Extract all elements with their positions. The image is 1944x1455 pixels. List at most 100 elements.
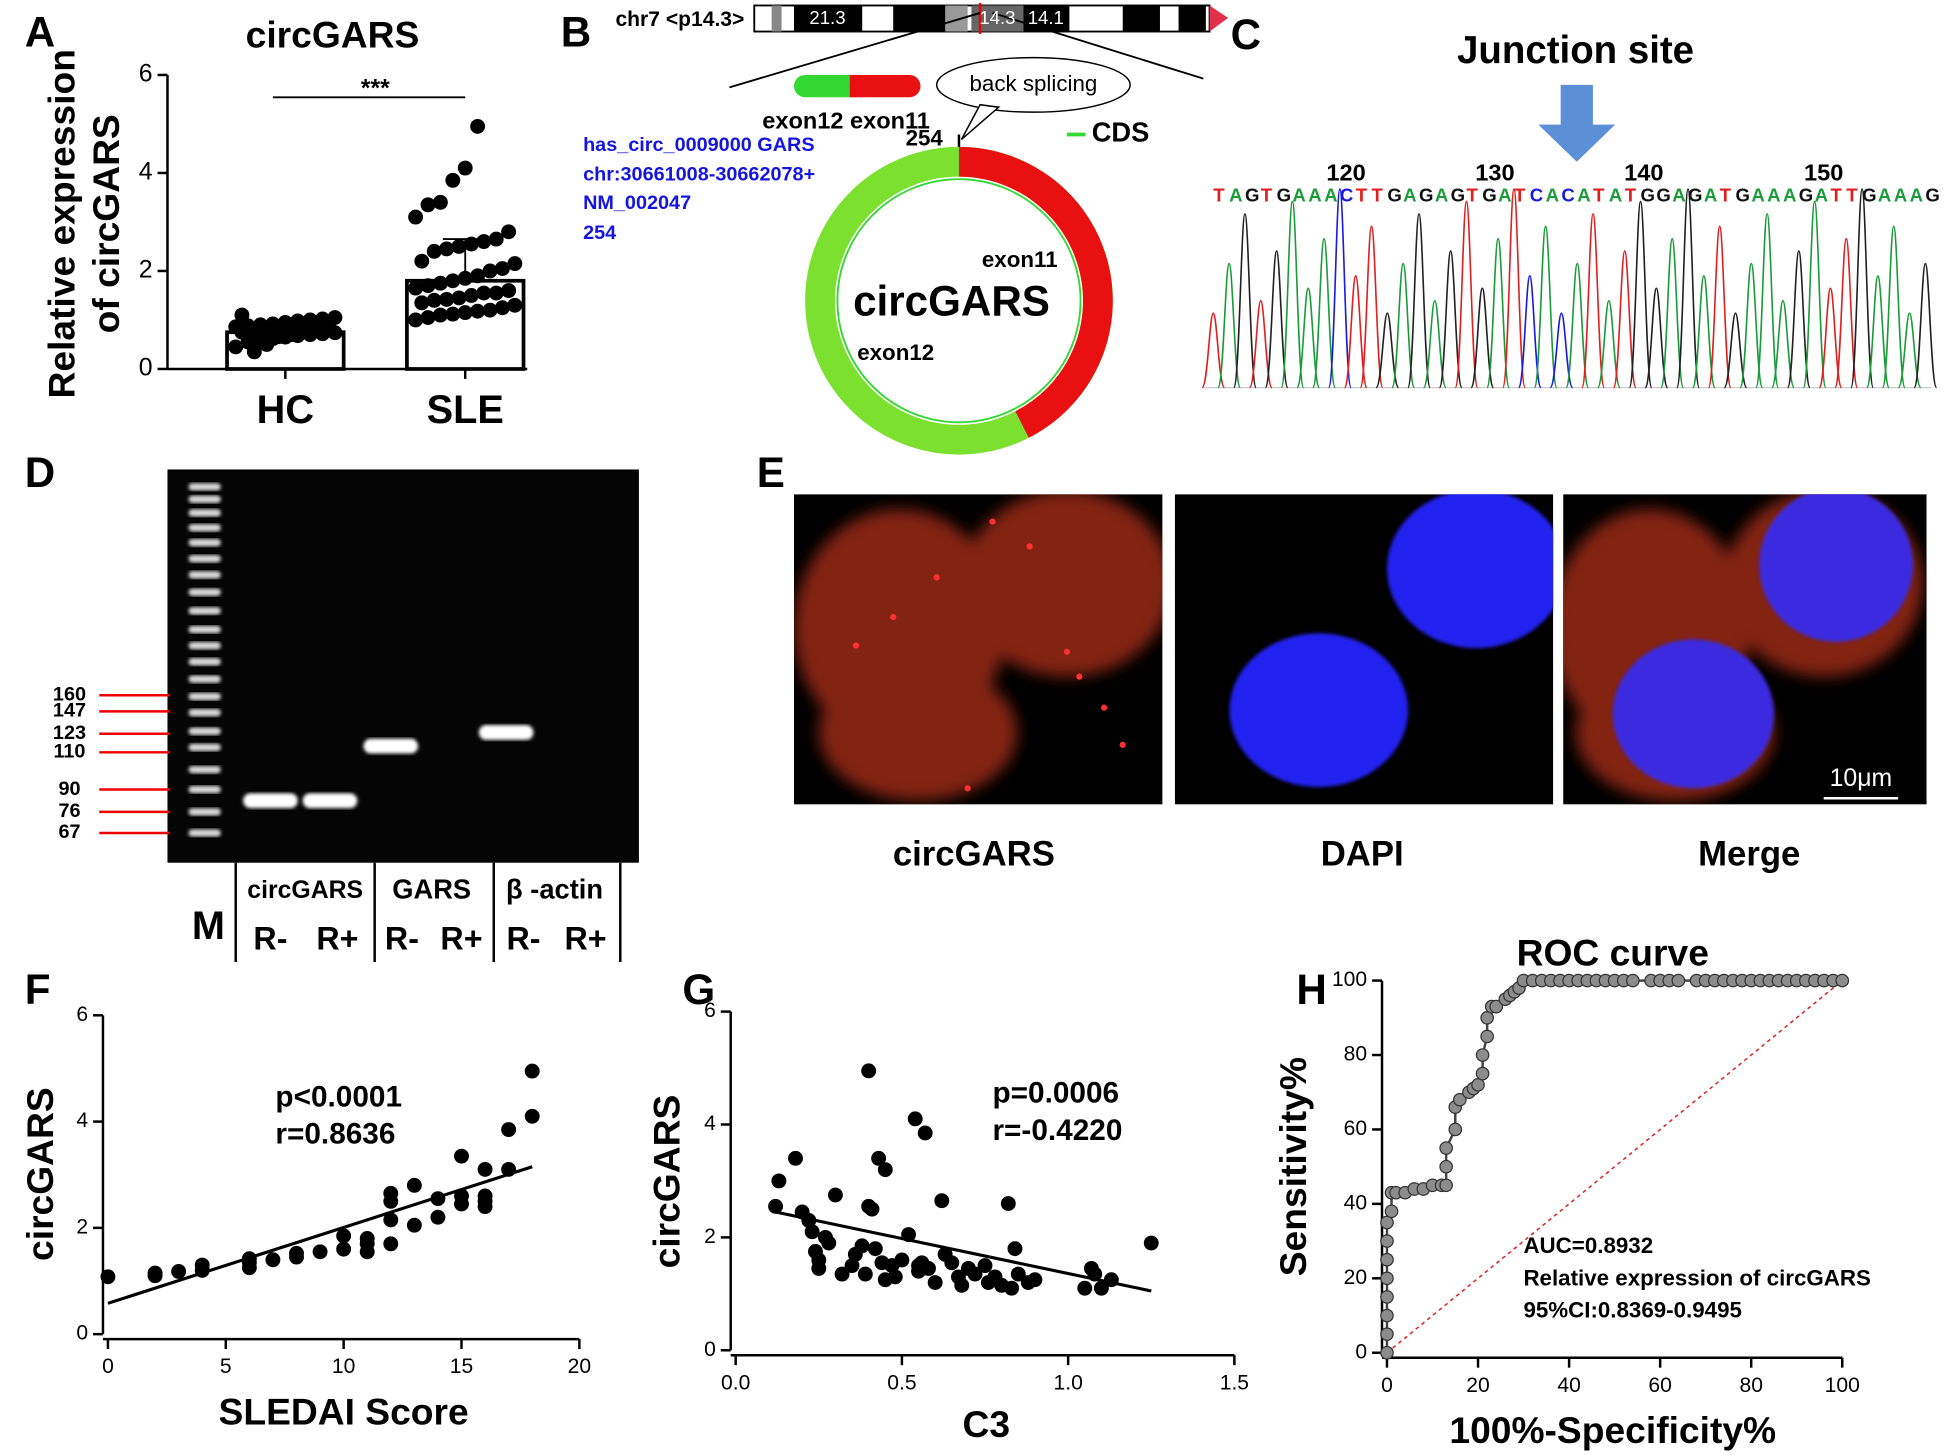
data-point (336, 1228, 352, 1244)
roc-point (1671, 973, 1686, 988)
annotation: r=0.8636 (275, 1118, 395, 1151)
data-point (768, 1198, 784, 1214)
ladder-band (188, 808, 221, 816)
peak (1312, 237, 1337, 389)
y-tick-label: 4 (704, 1112, 716, 1135)
dot (852, 642, 860, 649)
data-point (359, 1231, 375, 1246)
position-number: 150 (1804, 159, 1843, 185)
x-tick-label: 1.5 (1220, 1371, 1249, 1394)
micrograph-circgars (793, 494, 1163, 805)
data-point (477, 1188, 493, 1204)
data-point (944, 1255, 960, 1271)
chromosome-label: chr7 <p14.3> (615, 8, 744, 31)
data-point (445, 172, 461, 188)
peak (1438, 250, 1463, 389)
data-point (488, 231, 504, 247)
gel-dividers (234, 862, 622, 962)
ladder-band (188, 765, 221, 774)
y-tick-label: 6 (139, 60, 153, 87)
data-point (977, 1258, 993, 1274)
fit-line (775, 1210, 1152, 1293)
position-number: 120 (1326, 159, 1365, 185)
gel-image (167, 469, 639, 863)
ladder-band (188, 555, 221, 563)
panel-label: E (757, 449, 785, 496)
info-line: 254 (583, 222, 616, 244)
roc-point (1448, 1122, 1463, 1137)
data-point (1007, 1241, 1023, 1257)
data-point (414, 253, 430, 269)
data-point (867, 1241, 883, 1257)
exon-label: exon12 exon11 (762, 107, 930, 133)
ladder-band (188, 607, 221, 615)
data-point (454, 1148, 469, 1164)
x-tick-label: 20 (568, 1355, 591, 1378)
ladder-band (188, 641, 221, 650)
data-point (854, 1238, 870, 1254)
data-point (315, 311, 330, 327)
data-point (1004, 1280, 1020, 1296)
data-point (476, 234, 492, 250)
data-point (476, 285, 492, 301)
annotation: p<0.0001 (275, 1080, 402, 1113)
micrograph-merge (1563, 494, 1927, 805)
data-point (265, 1252, 281, 1268)
gel-group: β -actin (506, 873, 603, 904)
ladder-label: 160 (53, 683, 86, 705)
data-point (477, 1161, 493, 1177)
data-point (1027, 1272, 1043, 1288)
dot (1101, 704, 1108, 711)
image-caption: circGARS (893, 836, 1055, 874)
data-point (494, 300, 510, 316)
x-tick-label: 40 (1557, 1374, 1580, 1397)
y-tick-label: 2 (139, 257, 153, 284)
legend-label: CDS (1092, 117, 1150, 148)
panel-label: A (25, 8, 55, 55)
peak (1201, 312, 1226, 389)
roc-point (1489, 999, 1504, 1014)
peak (1407, 213, 1431, 389)
peak (1660, 237, 1685, 389)
image-caption: DAPI (1321, 836, 1404, 874)
ladder-label: 147 (53, 700, 86, 722)
y-tick-label: 0 (76, 1322, 88, 1345)
ladder-label: 76 (58, 800, 80, 822)
data-point (253, 317, 268, 333)
y-tick-label: 4 (76, 1109, 88, 1132)
info-line: NM_002047 (583, 192, 691, 214)
data-point (383, 1236, 399, 1252)
data-point (524, 1108, 540, 1124)
peak (1248, 299, 1273, 389)
roc-point (1439, 1159, 1453, 1174)
y-axis-label: Sensitivity% (1272, 1057, 1314, 1276)
band-label: 14.3 (979, 7, 1015, 28)
band-label: 21.3 (809, 7, 845, 28)
ladder-band (188, 483, 221, 491)
peak (1486, 237, 1511, 389)
roc-point (1380, 1271, 1394, 1286)
roc-point (1380, 1234, 1394, 1248)
dot (890, 613, 897, 621)
annotation: AUC=0.8932 (1523, 1233, 1653, 1258)
position-number: 140 (1624, 159, 1663, 185)
static-texts: A B C D E F G H chr7 <p14.3> 21.3 14.3 1… (25, 7, 1940, 1013)
data-point (327, 310, 343, 325)
peak (1723, 312, 1748, 389)
peak (1375, 312, 1400, 389)
panel-label: C (1231, 11, 1261, 58)
reference-line (1386, 980, 1843, 1354)
band-label: 14.1 (1028, 7, 1064, 28)
gel-group: GARS (392, 873, 471, 904)
data-point (771, 1173, 787, 1189)
data-point (408, 280, 424, 296)
y-tick-label: 40 (1344, 1191, 1367, 1214)
peak (1881, 225, 1906, 389)
micrograph-dapi (1174, 494, 1554, 805)
x-tick-label: 0.0 (721, 1371, 750, 1394)
peak (1897, 312, 1922, 389)
data-point (482, 263, 498, 279)
roc-point (1380, 1308, 1394, 1323)
roc-point (1380, 1215, 1394, 1230)
peak (1707, 225, 1732, 389)
